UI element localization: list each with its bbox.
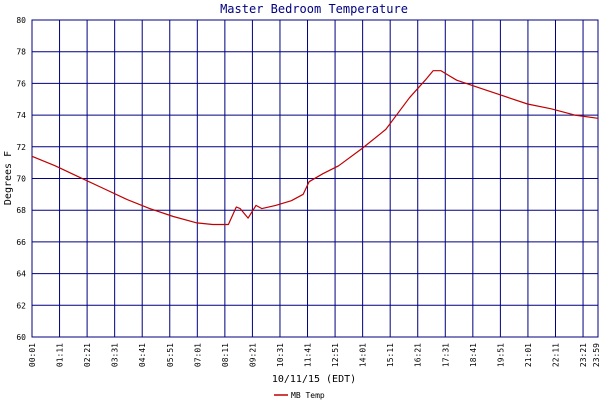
x-axis-label: 10/11/15 (EDT) bbox=[272, 374, 356, 385]
y-tick-label: 72 bbox=[16, 143, 26, 152]
x-tick-label: 15:11 bbox=[386, 343, 395, 367]
x-tick-label: 23:21 bbox=[579, 343, 588, 367]
x-tick-label: 08:11 bbox=[221, 343, 230, 367]
y-axis: 60 62 64 66 68 70 72 74 76 78 80 bbox=[16, 16, 26, 342]
x-tick-label: 17:31 bbox=[441, 343, 450, 367]
x-tick-label: 14:01 bbox=[359, 343, 368, 367]
y-tick-label: 70 bbox=[16, 175, 26, 184]
legend: MB Temp bbox=[274, 391, 325, 400]
x-tick-label: 00:01 bbox=[28, 343, 37, 367]
y-tick-label: 76 bbox=[16, 79, 26, 88]
chart-title: Master Bedroom Temperature bbox=[220, 2, 408, 16]
y-tick-label: 78 bbox=[16, 48, 26, 57]
x-tick-label: 18:41 bbox=[469, 343, 478, 367]
x-tick-label: 05:51 bbox=[166, 343, 175, 367]
legend-label: MB Temp bbox=[291, 391, 325, 400]
x-tick-label: 16:21 bbox=[414, 343, 423, 367]
x-tick-label: 21:01 bbox=[524, 343, 533, 367]
y-axis-label: Degrees F bbox=[3, 151, 14, 205]
y-tick-label: 68 bbox=[16, 206, 26, 215]
x-tick-label: 12:51 bbox=[331, 343, 340, 367]
y-tick-label: 66 bbox=[16, 238, 26, 247]
x-tick-label: 01:11 bbox=[56, 343, 65, 367]
x-axis: 00:01 01:11 02:21 03:31 04:41 05:51 07:01 08:11… bbox=[28, 343, 600, 367]
x-tick-label: 04:41 bbox=[138, 343, 147, 367]
series-layer bbox=[31, 70, 599, 226]
x-tick-label: 03:31 bbox=[111, 343, 120, 367]
x-tick-label: 19:51 bbox=[496, 343, 505, 367]
y-tick-label: 62 bbox=[16, 301, 26, 310]
y-tick-label: 74 bbox=[16, 111, 26, 120]
x-tick-label: 23:59 bbox=[592, 343, 600, 367]
x-tick-label: 10:31 bbox=[276, 343, 285, 367]
x-tick-label: 22:11 bbox=[551, 343, 560, 367]
x-tick-label: 07:01 bbox=[193, 343, 202, 367]
y-tick-label: 80 bbox=[16, 16, 26, 25]
y-tick-label: 60 bbox=[16, 333, 26, 342]
x-tick-label: 02:21 bbox=[83, 343, 92, 367]
x-tick-label: 11:41 bbox=[304, 343, 313, 367]
series-line-mb-temp bbox=[31, 70, 599, 226]
y-tick-label: 64 bbox=[16, 270, 26, 279]
x-tick-label: 09:21 bbox=[248, 343, 257, 367]
